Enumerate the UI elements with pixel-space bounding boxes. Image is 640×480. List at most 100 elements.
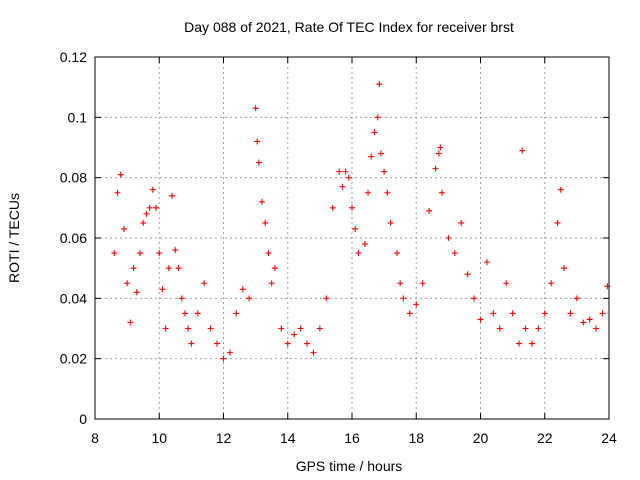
data-point [310, 349, 317, 356]
data-point [284, 340, 291, 347]
data-point [169, 192, 176, 199]
data-point [175, 265, 182, 272]
data-point [226, 349, 233, 356]
data-point [133, 289, 140, 296]
data-point [464, 271, 471, 278]
data-point [254, 138, 261, 145]
data-point [114, 189, 121, 196]
data-point [117, 171, 124, 178]
chart-title: Day 088 of 2021, Rate Of TEC Index for r… [184, 19, 514, 35]
data-point [371, 129, 378, 136]
data-point [381, 168, 388, 175]
data-point [445, 235, 452, 241]
data-point [349, 204, 355, 211]
grid-lines [95, 57, 609, 419]
data-point [586, 316, 593, 323]
data-point [593, 325, 600, 332]
data-point [365, 189, 372, 196]
data-point [554, 219, 561, 226]
data-point [352, 225, 359, 232]
y-tick-label: 0.02 [60, 351, 87, 367]
data-point [188, 340, 195, 347]
data-point [146, 204, 153, 211]
data-point [124, 280, 131, 287]
data-point [509, 310, 516, 317]
data-point [329, 204, 336, 211]
y-tick-label: 0.12 [60, 49, 87, 65]
data-point [252, 105, 259, 112]
data-point [580, 319, 587, 326]
data-point [140, 219, 147, 226]
data-point [111, 250, 118, 257]
data-point [435, 150, 442, 157]
y-axis-label: ROTI / TECUs [6, 193, 22, 283]
data-point [162, 325, 169, 332]
data-point [262, 219, 269, 226]
data-point [355, 250, 362, 257]
data-point [393, 250, 400, 257]
data-point [548, 280, 555, 287]
x-tick-label: 10 [151, 430, 167, 446]
data-point [483, 259, 490, 266]
data-point [406, 310, 413, 317]
data-point [159, 286, 166, 293]
data-point [567, 310, 574, 317]
data-point [384, 189, 391, 196]
data-point [451, 250, 458, 257]
data-point [316, 325, 323, 332]
data-point [345, 174, 352, 181]
axis-ticks: 8 10 12 14 16 18 20 22 24 0 0.02 0.04 0.06 0.08 0.1 0.1… [60, 49, 617, 446]
x-tick-label: 14 [280, 430, 296, 446]
data-point [374, 114, 381, 121]
data-point [127, 319, 134, 326]
data-point [387, 219, 394, 226]
x-tick-label: 22 [537, 430, 553, 446]
data-point [271, 265, 278, 272]
data-point [149, 186, 156, 193]
data-point [599, 310, 606, 317]
data-point [361, 241, 368, 248]
y-tick-label: 0 [79, 411, 87, 427]
data-point [438, 189, 445, 196]
x-tick-label: 20 [473, 430, 489, 446]
data-point [557, 186, 564, 193]
data-point [503, 280, 510, 287]
data-point [268, 280, 275, 287]
data-point [490, 310, 497, 317]
data-point [130, 265, 137, 272]
x-tick-label: 8 [91, 430, 99, 446]
data-point [573, 295, 580, 302]
data-point [143, 210, 150, 217]
data-point [304, 340, 311, 347]
data-point [426, 207, 433, 214]
y-tick-label: 0.04 [60, 290, 87, 306]
data-point [233, 310, 240, 317]
plot-frame [94, 56, 610, 420]
data-point [136, 250, 143, 257]
data-point [181, 310, 188, 317]
data-point [400, 295, 407, 302]
x-tick-label: 12 [216, 430, 232, 446]
data-point [185, 325, 192, 332]
x-tick-label: 24 [601, 430, 617, 446]
data-point [413, 301, 420, 308]
data-point [246, 295, 253, 302]
data-point [278, 325, 285, 332]
data-point [519, 147, 526, 154]
data-point [156, 250, 163, 257]
data-point [522, 325, 529, 332]
data-point [165, 265, 172, 272]
x-axis-label: GPS time / hours [296, 458, 403, 474]
data-point [471, 295, 478, 302]
data-point [265, 250, 272, 257]
data-point [255, 159, 262, 166]
data-point [297, 325, 304, 332]
y-tick-label: 0.08 [60, 170, 87, 186]
data-point [376, 81, 383, 88]
data-point [535, 325, 542, 332]
data-point [220, 355, 227, 362]
y-tick-label: 0.1 [68, 109, 88, 125]
data-point [377, 150, 384, 157]
data-point [339, 183, 346, 190]
